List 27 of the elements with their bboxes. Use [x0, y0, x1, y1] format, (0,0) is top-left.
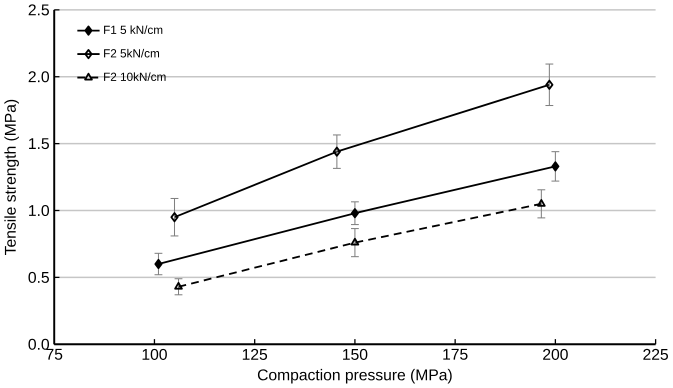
x-tick-label: 75 — [46, 348, 62, 360]
y-tick-label: 1.5 — [29, 138, 49, 150]
x-tick-label: 200 — [543, 348, 568, 360]
x-axis-title: Compaction pressure (MPa) — [258, 368, 452, 384]
legend-label: F2 10kN/cm — [104, 72, 166, 82]
y-tick-label: 2.5 — [28, 4, 49, 16]
y-tick-label: 0.5 — [28, 272, 49, 284]
point — [537, 199, 546, 207]
point — [551, 161, 560, 172]
y-axis-title: Tensile strength (MPa) — [4, 100, 19, 256]
legend-label: F1 5 kN/cm — [104, 25, 162, 34]
point — [170, 212, 179, 222]
point — [350, 208, 359, 218]
point — [350, 238, 360, 246]
legend-label: F2 5kN/cm — [104, 48, 160, 58]
point — [174, 282, 183, 290]
x-tick-label: 100 — [142, 348, 167, 360]
point — [332, 146, 341, 157]
x-tick-label: 225 — [643, 348, 668, 360]
point — [545, 80, 554, 90]
point — [154, 259, 163, 270]
x-tick-label: 150 — [343, 348, 368, 360]
x-tick-label: 175 — [443, 348, 468, 360]
x-tick-label: 125 — [242, 348, 268, 360]
y-tick-label: 1.0 — [29, 205, 50, 216]
y-tick-label: 2.0 — [28, 71, 50, 82]
y-tick-label: 0.0 — [28, 338, 50, 350]
